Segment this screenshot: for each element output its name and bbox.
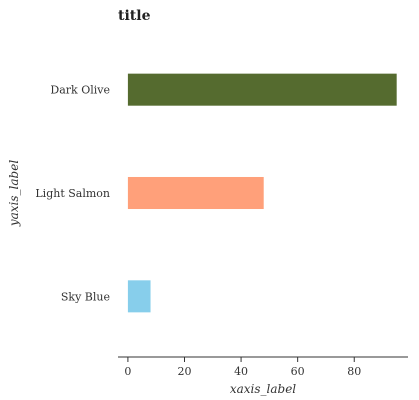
category-label: Sky Blue <box>61 290 110 303</box>
chart-title: title <box>118 8 151 24</box>
x-axis-ticks: 0 20 40 60 80 <box>124 357 361 378</box>
x-tick-label: 0 <box>124 365 131 378</box>
x-tick-label: 60 <box>291 365 305 378</box>
x-tick-label: 40 <box>234 365 248 378</box>
x-tick-label: 80 <box>347 365 361 378</box>
category-labels: Sky Blue Light Salmon Dark Olive <box>35 84 110 304</box>
y-axis-label: yaxis_label <box>7 160 21 227</box>
x-tick-label: 20 <box>177 365 191 378</box>
bars-group <box>127 73 397 313</box>
x-axis-label: xaxis_label <box>230 382 296 396</box>
category-label: Dark Olive <box>50 84 110 97</box>
bar-dark-olive <box>127 73 397 106</box>
bar-sky-blue <box>127 280 151 313</box>
category-label: Light Salmon <box>35 187 110 200</box>
bar-light-salmon <box>127 176 264 210</box>
